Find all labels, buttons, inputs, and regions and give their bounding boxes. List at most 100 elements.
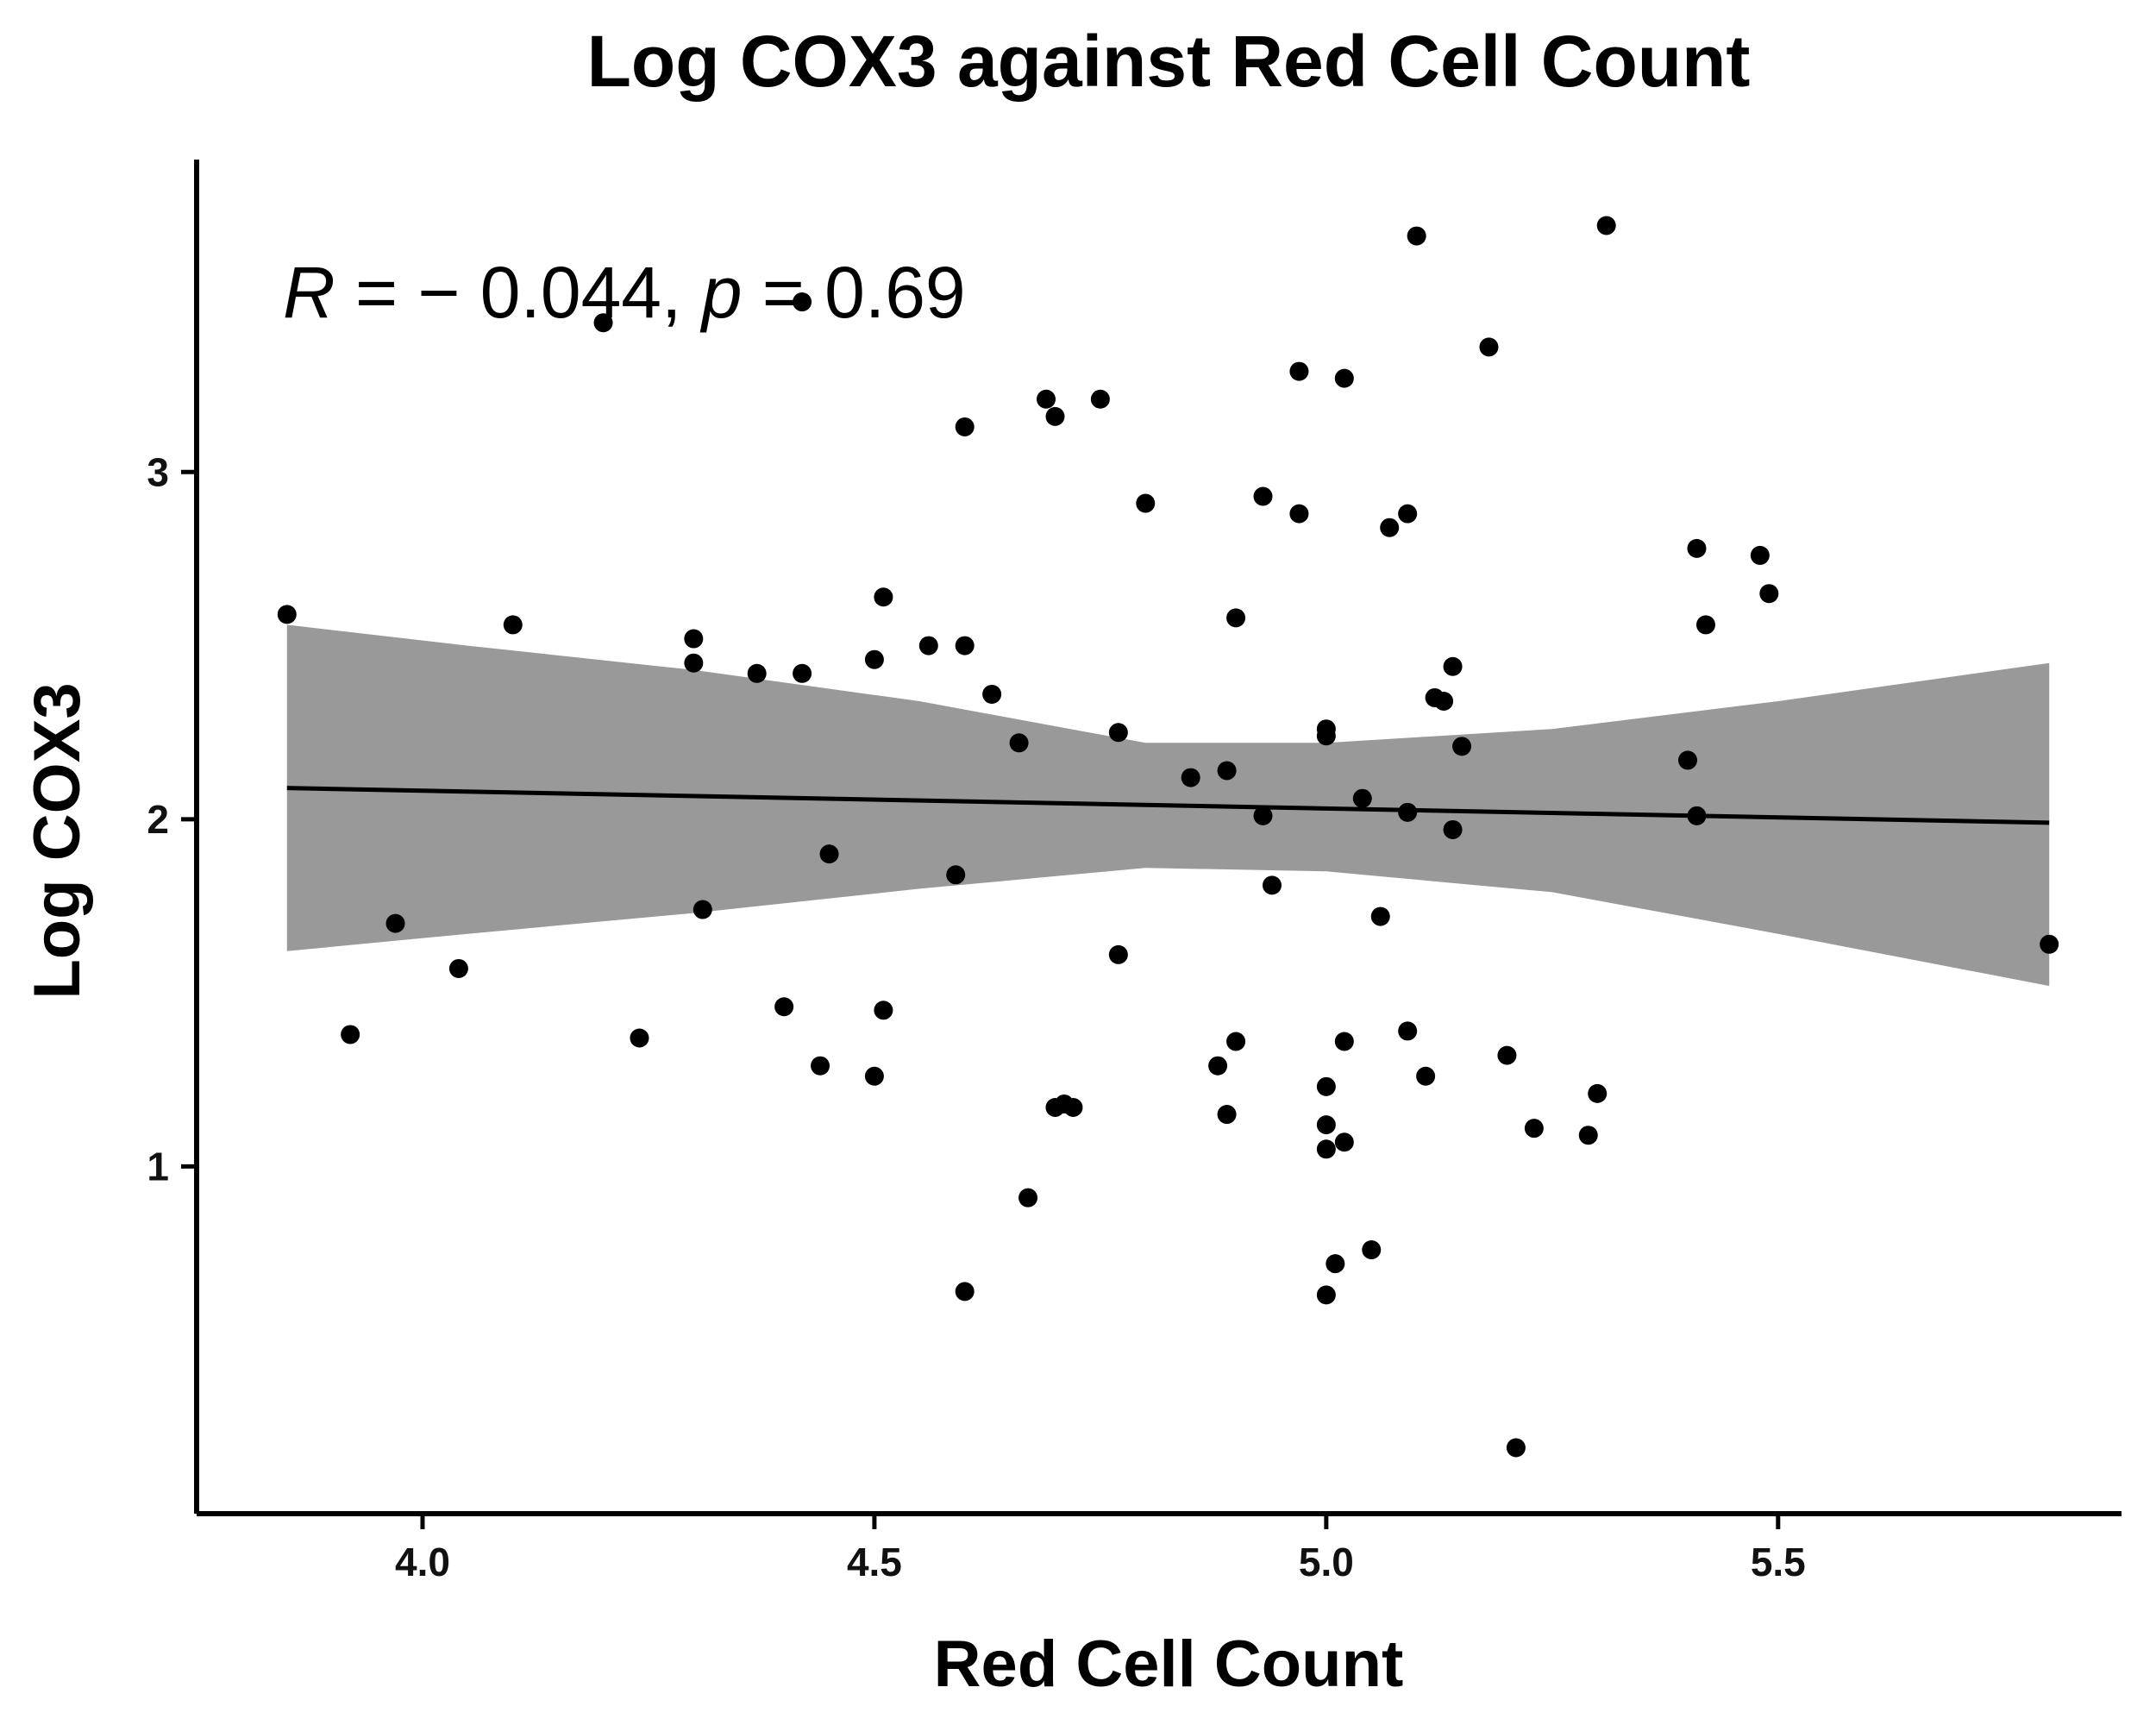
data-point (341, 1025, 360, 1044)
data-point (448, 958, 468, 978)
data-point (1316, 1076, 1336, 1096)
data-point (1289, 361, 1309, 381)
data-point (1687, 806, 1707, 825)
data-point (1362, 1240, 1382, 1260)
data-point (684, 629, 704, 649)
data-point (1181, 768, 1200, 787)
x-tick-label: 5.0 (1299, 1540, 1354, 1584)
data-point (1334, 1032, 1354, 1051)
data-point (1063, 1098, 1083, 1117)
annotation: R = − 0.044, p = 0.69 (283, 252, 966, 333)
data-point (1479, 337, 1499, 357)
data-point (1407, 226, 1426, 246)
data-point (1678, 750, 1698, 770)
points-layer (277, 216, 2059, 1458)
data-point (1497, 1045, 1517, 1065)
x-tick-label: 4.0 (395, 1540, 450, 1584)
data-point (1759, 584, 1779, 604)
data-point (1334, 1132, 1354, 1152)
data-point (593, 313, 613, 333)
data-point (1090, 389, 1110, 409)
data-point (1316, 1285, 1336, 1305)
data-point (864, 649, 884, 669)
data-point (1506, 1438, 1526, 1458)
data-point (1695, 615, 1715, 635)
data-point (1334, 368, 1354, 388)
data-point (955, 417, 975, 436)
data-point (955, 636, 975, 656)
data-point (1370, 906, 1390, 926)
data-point (684, 653, 704, 673)
data-point (277, 605, 297, 624)
data-point (874, 1000, 893, 1020)
data-point (982, 684, 1002, 704)
data-point (1253, 806, 1273, 825)
data-point (1018, 1188, 1038, 1208)
data-point (1226, 1032, 1246, 1051)
y-tick-label: 2 (147, 797, 169, 842)
data-point (918, 636, 938, 656)
x-axis: 4.0 4.5 5.0 5.5 (197, 1511, 2122, 1584)
data-point (1136, 493, 1156, 513)
data-point (1578, 1126, 1598, 1145)
data-point (1596, 216, 1616, 235)
data-point (793, 663, 812, 683)
data-point (1588, 1083, 1608, 1103)
data-point (1045, 406, 1065, 426)
data-point (1380, 518, 1400, 537)
data-point (1326, 1254, 1345, 1274)
data-point (1316, 726, 1336, 746)
data-point (630, 1028, 649, 1048)
data-point (1108, 723, 1128, 743)
data-point (1289, 504, 1309, 524)
correlation-annotation: R = − 0.044, p = 0.69 (283, 252, 966, 333)
data-point (946, 865, 966, 885)
regression-line-layer (286, 786, 2050, 825)
data-point (1262, 875, 1282, 895)
data-point (1217, 1105, 1237, 1125)
data-point (1443, 656, 1463, 676)
data-point (819, 844, 839, 864)
data-point (774, 997, 794, 1017)
data-point (793, 292, 812, 312)
data-point (1226, 608, 1246, 628)
data-point (1037, 389, 1056, 409)
y-tick-label: 1 (147, 1144, 169, 1189)
x-axis-title: Red Cell Count (934, 1628, 1404, 1701)
data-point (874, 587, 893, 607)
data-point (1398, 802, 1418, 822)
r-value: = − 0.044, (335, 252, 702, 333)
r-symbol: R (283, 252, 335, 333)
data-point (1352, 788, 1372, 808)
p-value: = 0.69 (742, 252, 965, 333)
data-point (1108, 944, 1128, 964)
data-point (1434, 692, 1454, 711)
data-point (1316, 1139, 1336, 1159)
data-point (1009, 733, 1029, 753)
data-point (1452, 737, 1472, 756)
data-point (864, 1066, 884, 1086)
regression-line (286, 786, 2050, 825)
data-point (2040, 934, 2059, 954)
data-point (1687, 538, 1707, 558)
x-tick-label: 5.5 (1751, 1540, 1806, 1584)
data-point (1398, 504, 1418, 524)
p-symbol: p (699, 252, 743, 333)
chart-title: Log COX3 against Red Cell Count (587, 21, 1751, 102)
y-tick-label: 3 (147, 449, 169, 494)
data-point (693, 900, 712, 919)
data-point (1398, 1021, 1418, 1041)
data-point (1524, 1119, 1544, 1138)
data-point (1416, 1066, 1436, 1086)
data-point (1253, 486, 1273, 506)
x-tick-label: 4.5 (847, 1540, 902, 1584)
data-point (1443, 819, 1463, 839)
data-point (955, 1282, 975, 1302)
data-point (1750, 545, 1770, 565)
data-point (503, 615, 523, 635)
data-point (811, 1056, 830, 1076)
y-axis-title: Log COX3 (21, 682, 94, 999)
data-point (1217, 761, 1237, 781)
data-point (1208, 1056, 1228, 1076)
